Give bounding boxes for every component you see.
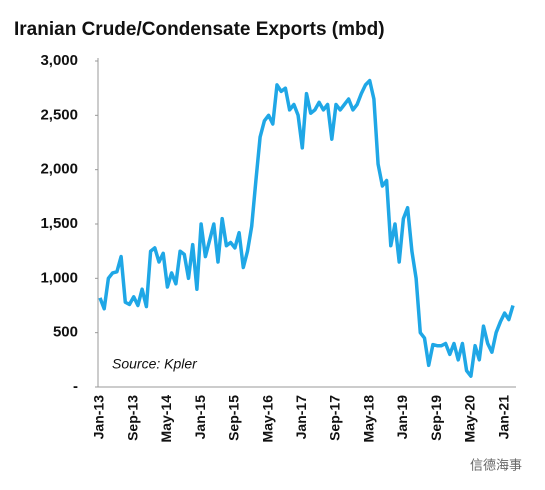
y-tick-label: 2,000 bbox=[40, 161, 78, 178]
source-note: Source: Kpler bbox=[112, 356, 198, 372]
y-tick-label: 3,000 bbox=[40, 52, 78, 69]
x-tick-label: Jan-17 bbox=[293, 395, 309, 440]
y-tick-label: 1,500 bbox=[40, 215, 78, 232]
chart-title: Iranian Crude/Condensate Exports (mbd) bbox=[14, 19, 385, 40]
x-tick-label: Jan-21 bbox=[495, 395, 511, 440]
y-tick-label: 500 bbox=[53, 324, 78, 341]
x-tick-label: May-14 bbox=[158, 395, 174, 443]
x-tick-label: Jan-15 bbox=[192, 395, 208, 440]
x-tick-label: Sep-13 bbox=[124, 395, 140, 441]
x-tick-label: Sep-17 bbox=[327, 395, 343, 441]
y-tick-label: 2,500 bbox=[40, 106, 78, 123]
x-tick-label: Sep-15 bbox=[226, 395, 242, 441]
watermark: 信德海事 bbox=[470, 457, 522, 472]
x-tick-label: May-20 bbox=[462, 395, 478, 443]
x-tick-label: Jan-19 bbox=[394, 395, 410, 440]
y-tick-label: - bbox=[73, 378, 78, 395]
x-tick-label: Sep-19 bbox=[428, 395, 444, 441]
y-tick-label: 1,000 bbox=[40, 269, 78, 286]
x-tick-label: May-18 bbox=[360, 395, 376, 443]
line-series bbox=[98, 78, 515, 378]
x-tick-label: May-16 bbox=[259, 395, 275, 443]
x-tick-label: Jan-13 bbox=[91, 395, 107, 440]
